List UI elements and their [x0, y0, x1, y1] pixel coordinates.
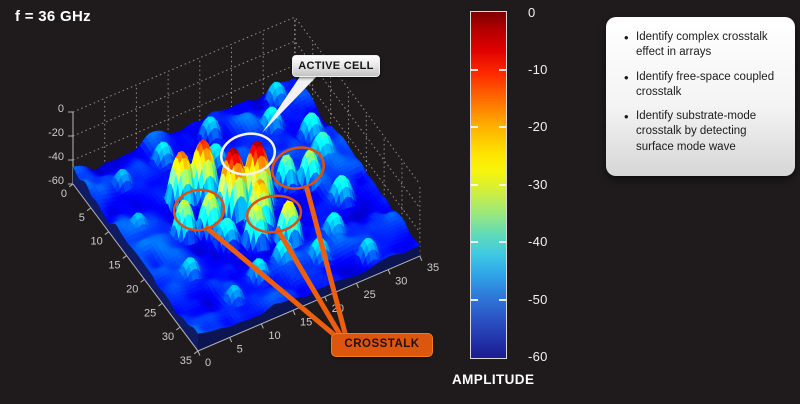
colorbar-tick-label: -10 [528, 62, 548, 77]
active-cell-callout: ACTIVE CELL [292, 55, 380, 77]
colorbar-tick-label: -20 [528, 119, 548, 134]
colorbar-tick-label: -50 [528, 292, 548, 307]
info-bullet-list: Identify complex crosstalk effect in arr… [624, 29, 783, 155]
colorbar-tick-label: 0 [528, 5, 536, 20]
colorbar-title: AMPLITUDE [452, 372, 535, 387]
info-bullet: Identify substrate-mode crosstalk by det… [624, 108, 783, 155]
colorbar-gradient [470, 11, 507, 359]
info-bullet: Identify complex crosstalk effect in arr… [624, 29, 783, 61]
colorbar-tick-label: -60 [528, 349, 548, 364]
info-panel: Identify complex crosstalk effect in arr… [606, 17, 795, 176]
crosstalk-callout: CROSSTALK [331, 333, 433, 357]
colorbar-tick-label: -30 [528, 177, 548, 192]
colorbar-tick-label: -40 [528, 234, 548, 249]
info-bullet: Identify free-space coupled crosstalk [624, 69, 783, 101]
